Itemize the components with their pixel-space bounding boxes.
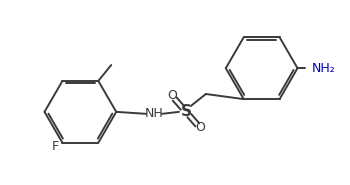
Text: F: F <box>51 140 58 153</box>
Text: O: O <box>167 90 177 102</box>
Text: NH: NH <box>145 107 163 120</box>
Text: O: O <box>195 121 205 134</box>
Text: NH₂: NH₂ <box>312 62 335 75</box>
Text: S: S <box>181 104 191 119</box>
